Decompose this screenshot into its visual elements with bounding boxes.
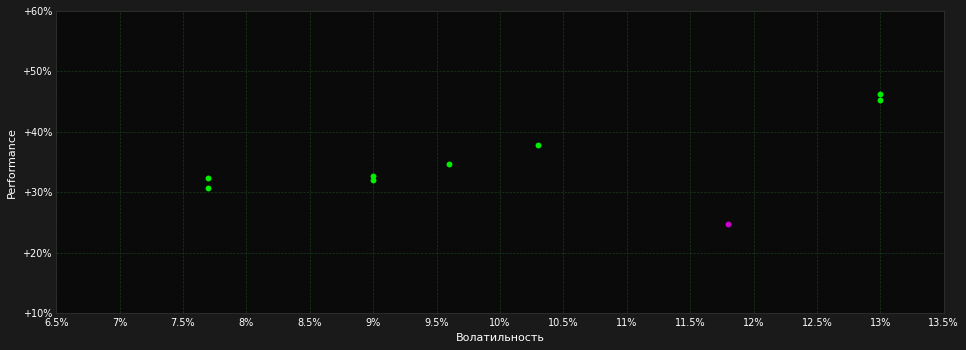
Point	[365, 177, 381, 183]
Point	[201, 176, 216, 181]
Point	[872, 92, 888, 97]
X-axis label: Волатильность: Волатильность	[456, 333, 545, 343]
Y-axis label: Performance: Performance	[7, 127, 17, 198]
Point	[441, 161, 457, 167]
Point	[201, 186, 216, 191]
Point	[365, 173, 381, 179]
Point	[721, 221, 736, 227]
Point	[872, 97, 888, 103]
Point	[530, 142, 546, 148]
